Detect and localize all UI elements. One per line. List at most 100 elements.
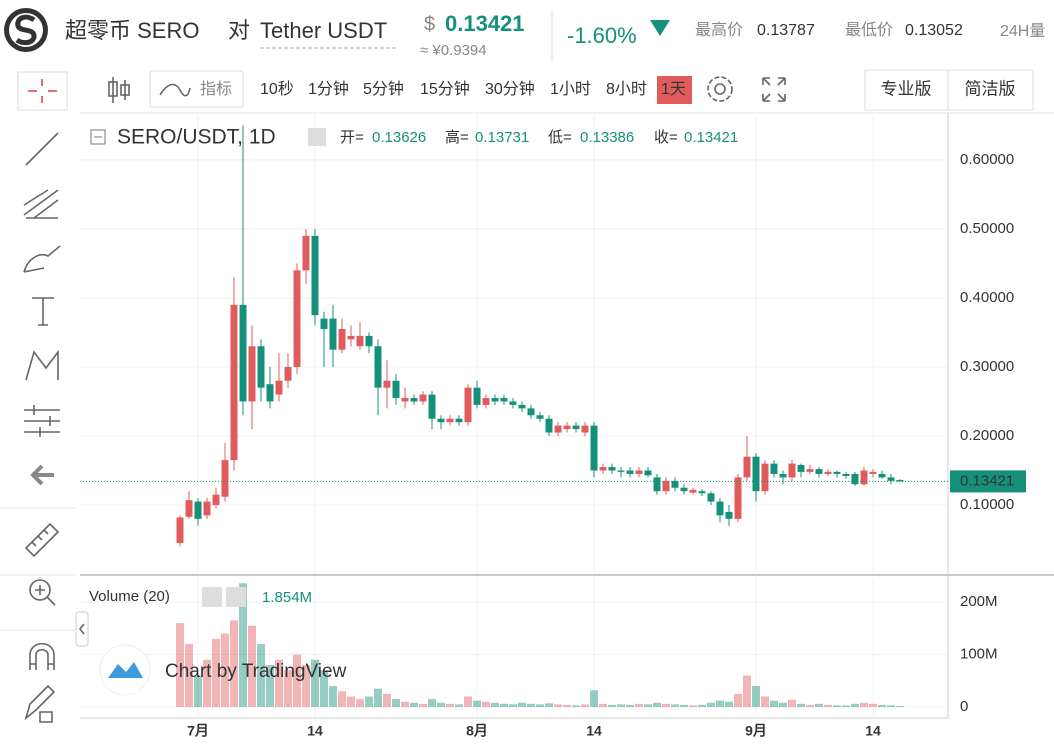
candle-body: [194, 501, 202, 519]
candle-body: [509, 401, 517, 405]
fib-tool[interactable]: [23, 189, 59, 219]
magnet-tool[interactable]: [29, 642, 55, 670]
volume-bar: [788, 699, 796, 707]
chart-type-button[interactable]: [108, 77, 130, 103]
volume-bar: [878, 704, 886, 707]
legend-settings[interactable]: [308, 128, 326, 146]
indicators-button[interactable]: [149, 70, 244, 108]
interval-button[interactable]: 5分钟: [363, 80, 404, 98]
volume-label: 24H量: [1000, 23, 1045, 40]
candle-body: [896, 479, 904, 482]
indicators-label[interactable]: 指标: [200, 80, 232, 98]
volume-bar: [536, 704, 544, 707]
y-tick-label: 0.40000: [960, 289, 1014, 306]
y-tick-label: 0.30000: [960, 358, 1014, 375]
brush-tool[interactable]: [23, 245, 61, 273]
volume-bar: [626, 704, 634, 707]
candle-body: [275, 380, 283, 395]
volume-bar: [410, 702, 418, 707]
candle-body: [518, 404, 526, 409]
volume-bar: [419, 703, 427, 707]
ruler-tool[interactable]: [24, 522, 60, 558]
watermark-text: Chart by TradingView: [165, 661, 347, 682]
candle-body: [671, 480, 679, 488]
collapse-legend[interactable]: [90, 129, 106, 145]
candle-body: [221, 460, 229, 497]
volume-bar: [509, 704, 517, 707]
crosshair-tool[interactable]: [17, 71, 68, 111]
collapse-tab[interactable]: [75, 611, 89, 647]
candle-body: [473, 387, 481, 405]
interval-button[interactable]: 1小时: [550, 80, 591, 98]
volume-bar: [194, 675, 202, 707]
interval-button[interactable]: 15分钟: [420, 80, 470, 98]
candle-body: [455, 418, 463, 423]
crosshair-icon: [28, 79, 57, 103]
candle-body: [581, 425, 589, 433]
close-value: 0.13421: [684, 129, 738, 146]
candle-body: [347, 335, 355, 340]
candle-body: [212, 494, 220, 506]
volume-bar: [680, 704, 688, 707]
volume-bar: [671, 704, 679, 707]
interval-button[interactable]: 30分钟: [485, 80, 535, 98]
candle-body: [437, 418, 445, 423]
trendline-tool[interactable]: [25, 132, 59, 166]
price: 0.13421: [445, 11, 525, 36]
zoom-tool[interactable]: [29, 579, 56, 606]
interval-button[interactable]: 8小时: [606, 80, 647, 98]
interval-button[interactable]: 10秒: [260, 80, 294, 98]
volume-bar: [473, 700, 481, 707]
candle-body: [689, 489, 697, 493]
volume-settings[interactable]: [202, 587, 222, 607]
candle-body: [293, 270, 301, 367]
volume-bar: [392, 699, 400, 707]
volume-tick-label: 100M: [960, 646, 998, 663]
close-label: 收=: [654, 129, 678, 146]
volume-bar: [428, 699, 436, 707]
candle-body: [707, 493, 715, 502]
settings-button[interactable]: [707, 76, 733, 102]
volume-bar: [797, 703, 805, 707]
volume-bar: [221, 633, 229, 707]
quote[interactable]: Tether USDT: [260, 18, 387, 43]
volume-bar: [572, 705, 580, 707]
candle-body: [446, 418, 454, 423]
candle-body: [491, 398, 499, 402]
text-tool[interactable]: [32, 297, 54, 326]
fullscreen-button[interactable]: [762, 77, 786, 102]
lock-tool[interactable]: [24, 684, 56, 723]
volume-bar: [383, 693, 391, 707]
volume-tick-label: 0: [960, 698, 968, 715]
candle-body: [626, 470, 634, 474]
pattern-tool[interactable]: [25, 349, 59, 381]
candle-body: [482, 398, 490, 405]
candle-body: [779, 473, 787, 478]
volume-tick-label: 200M: [960, 593, 998, 610]
simple-label[interactable]: 简洁版: [965, 79, 1016, 98]
interval-button[interactable]: 1分钟: [308, 80, 349, 98]
candle-body: [662, 480, 670, 492]
simple-button[interactable]: [947, 69, 1034, 111]
candle-body: [680, 487, 688, 492]
back-tool[interactable]: [30, 464, 54, 486]
pro-label[interactable]: 专业版: [881, 79, 932, 98]
y-tick-label: 0.60000: [960, 151, 1014, 168]
interval-button[interactable]: 1天: [661, 81, 686, 98]
volume-bar: [230, 620, 238, 707]
measure-tool[interactable]: [24, 405, 60, 437]
candle-body: [392, 380, 400, 399]
volume-bar: [446, 703, 454, 707]
x-tick-label: 14: [307, 723, 323, 739]
volume-close[interactable]: [226, 587, 246, 607]
volume-bar: [707, 702, 715, 707]
volume-bar: [482, 701, 490, 707]
volume-bar: [635, 703, 643, 707]
candle-body: [563, 425, 571, 430]
candle-body: [725, 511, 733, 519]
volume-bar: [842, 705, 850, 707]
open-label: 开=: [340, 129, 364, 146]
volume-bar: [356, 699, 364, 707]
candle-body: [824, 471, 832, 474]
